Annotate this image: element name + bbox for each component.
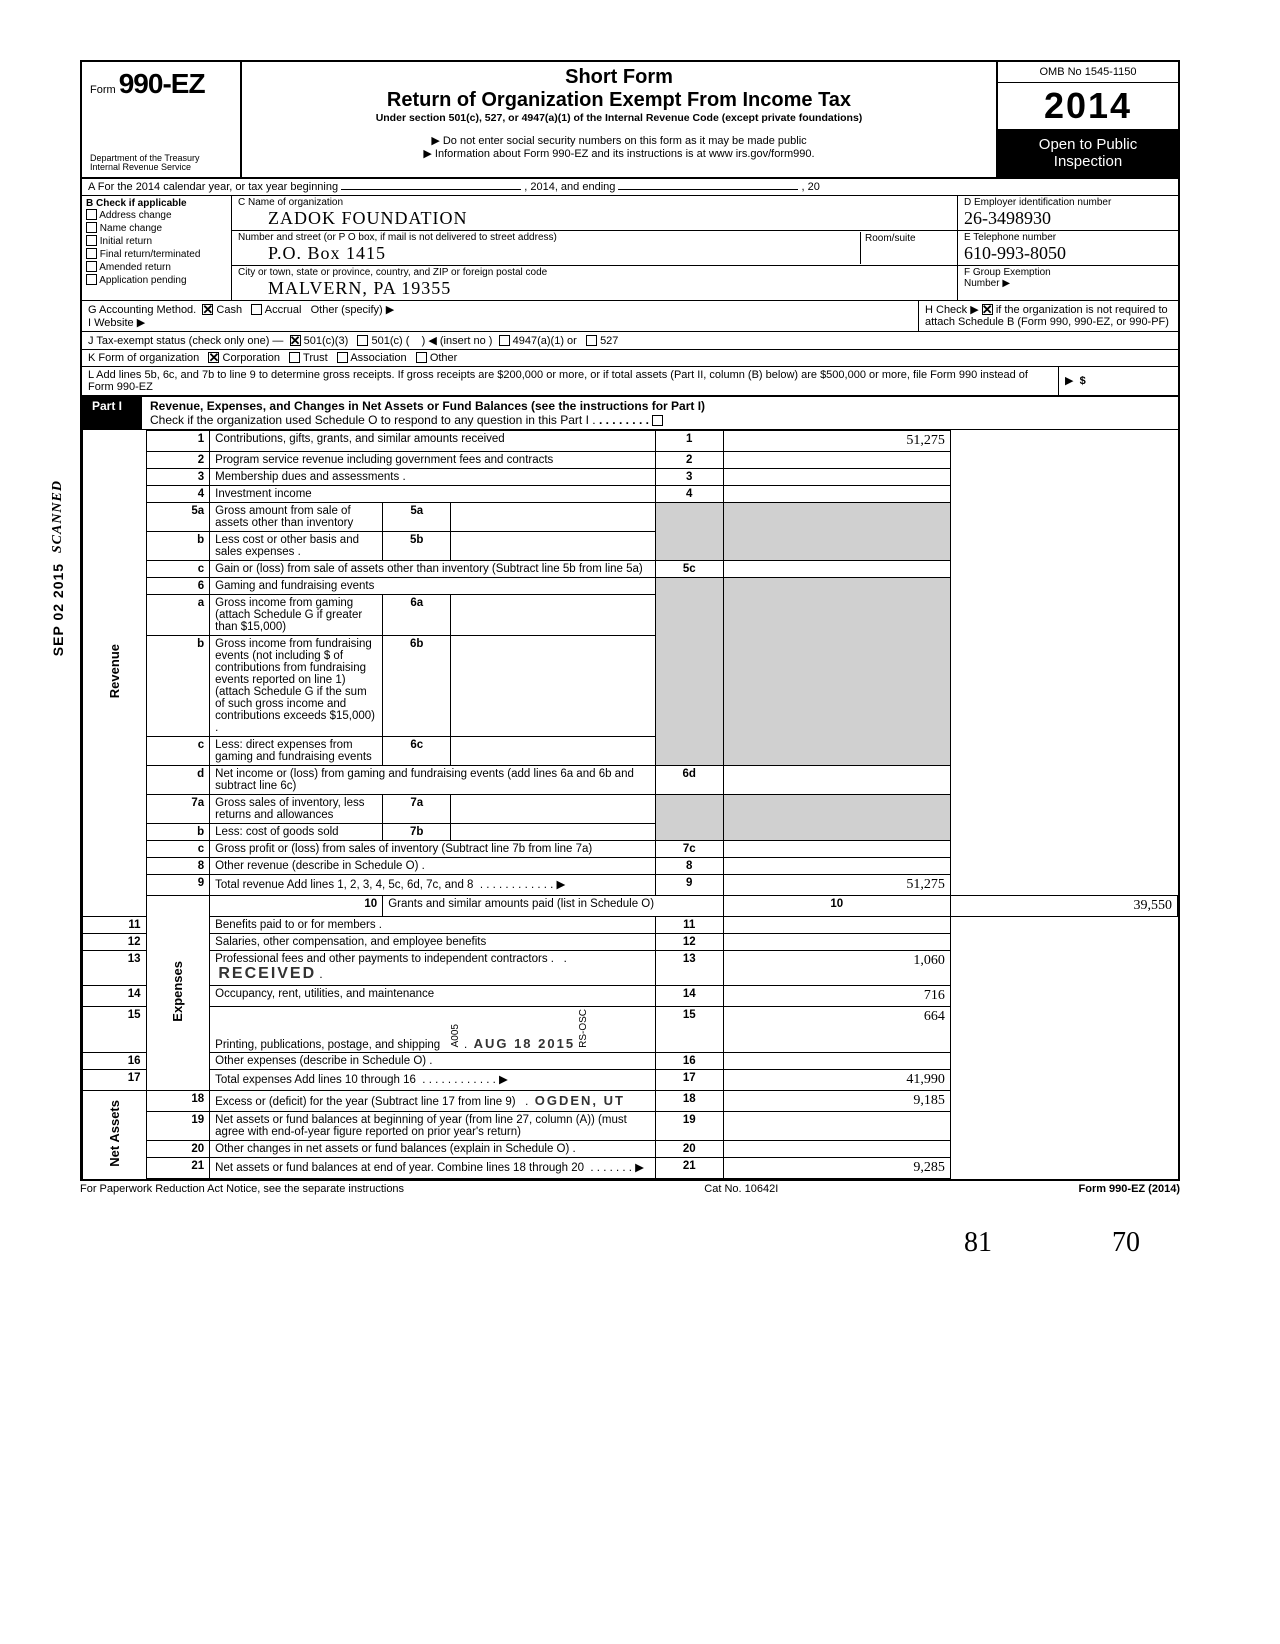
chk-501c3[interactable] xyxy=(290,335,301,346)
header-left: Form 990-EZ Department of the Treasury I… xyxy=(82,62,242,177)
open-public: Open to Public Inspection xyxy=(998,130,1178,177)
label-group-exempt: F Group Exemption xyxy=(964,267,1051,278)
header-right: OMB No 1545-1150 2014 Open to Public Ins… xyxy=(998,62,1178,177)
lines-table: Revenue 1Contributions, gifts, grants, a… xyxy=(82,430,1178,1180)
org-name: ZADOK FOUNDATION xyxy=(238,208,951,229)
phone: 610-993-8050 xyxy=(964,243,1172,264)
stamp-ogden: OGDEN, UT xyxy=(535,1093,625,1108)
tax-year: 2014 xyxy=(998,83,1178,130)
form-header: Form 990-EZ Department of the Treasury I… xyxy=(82,62,1178,179)
chk-cash[interactable] xyxy=(202,304,213,315)
chk-pending[interactable] xyxy=(86,274,97,285)
org-city: MALVERN, PA 19355 xyxy=(238,278,951,299)
chk-assoc[interactable] xyxy=(337,352,348,363)
title-return: Return of Organization Exempt From Incom… xyxy=(250,89,988,112)
label-group-number: Number ▶ xyxy=(964,278,1010,289)
label-room: Room/suite xyxy=(861,232,951,264)
label-phone: E Telephone number xyxy=(964,232,1172,243)
title-under: Under section 501(c), 527, or 4947(a)(1)… xyxy=(250,112,988,124)
chk-4947[interactable] xyxy=(499,335,510,346)
stamp-received: RECEIVED xyxy=(218,965,316,982)
footer-right: Form 990-EZ (2014) xyxy=(1079,1183,1180,1195)
chk-trust[interactable] xyxy=(289,352,300,363)
header-mid: Short Form Return of Organization Exempt… xyxy=(242,62,998,177)
footer-mid: Cat No. 10642I xyxy=(704,1183,778,1195)
chk-527[interactable] xyxy=(586,335,597,346)
chk-schedule-b[interactable] xyxy=(982,304,993,315)
form-prefix: Form xyxy=(90,84,116,96)
margin-scanned-stamp: SEP 02 2015 SCANNED xyxy=(50,480,66,656)
title-short-form: Short Form xyxy=(250,66,988,89)
row-a-tax-year: A For the 2014 calendar year, or tax yea… xyxy=(82,179,1178,196)
chk-schedule-o[interactable] xyxy=(652,415,663,426)
label-city: City or town, state or province, country… xyxy=(238,267,951,278)
label-org-name: C Name of organization xyxy=(238,197,951,208)
org-address: P.O. Box 1415 xyxy=(238,243,860,264)
handwritten-footer: 8170 xyxy=(80,1197,1180,1259)
part-i-label: Part I xyxy=(82,397,142,429)
chk-corp[interactable] xyxy=(208,352,219,363)
label-address: Number and street (or P O box, if mail i… xyxy=(238,232,860,243)
dept-line2: Internal Revenue Service xyxy=(90,163,232,172)
chk-amended[interactable] xyxy=(86,261,97,272)
chk-name-change[interactable] xyxy=(86,222,97,233)
side-net-assets: Net Assets xyxy=(107,1100,122,1167)
ein: 26-3498930 xyxy=(964,208,1172,229)
side-revenue: Revenue xyxy=(107,644,122,698)
chk-accrual[interactable] xyxy=(251,304,262,315)
part-i-bar: Part I Revenue, Expenses, and Changes in… xyxy=(82,397,1178,430)
stamp-a005: A005 xyxy=(450,1024,461,1047)
chk-initial-return[interactable] xyxy=(86,235,97,246)
title-ssn: ▶ Do not enter social security numbers o… xyxy=(250,134,988,147)
part-i-title: Revenue, Expenses, and Changes in Net As… xyxy=(142,397,1178,429)
chk-address-change[interactable] xyxy=(86,209,97,220)
title-info: ▶ Information about Form 990-EZ and its … xyxy=(250,147,988,160)
label-ein: D Employer identification number xyxy=(964,197,1172,208)
row-i-website: I Website ▶ xyxy=(88,317,145,329)
stamp-rsosc: RS-OSC xyxy=(578,1009,589,1048)
form-990ez: Form 990-EZ Department of the Treasury I… xyxy=(80,60,1180,1181)
block-bcdef: B Check if applicable Address change Nam… xyxy=(82,196,1178,301)
footer-left: For Paperwork Reduction Act Notice, see … xyxy=(80,1183,404,1195)
col-def: D Employer identification number 26-3498… xyxy=(958,196,1178,300)
omb-number: OMB No 1545-1150 xyxy=(998,62,1178,83)
form-number: 990-EZ xyxy=(119,68,205,99)
chk-501c[interactable] xyxy=(357,335,368,346)
row-k: K Form of organization Corporation Trust… xyxy=(82,350,1178,367)
side-expenses: Expenses xyxy=(170,961,185,1022)
row-gh: G Accounting Method. Cash Accrual Other … xyxy=(82,301,1178,332)
col-b-checkboxes: B Check if applicable Address change Nam… xyxy=(82,196,232,300)
row-l: L Add lines 5b, 6c, and 7b to line 9 to … xyxy=(82,367,1178,397)
row-j: J Tax-exempt status (check only one) — 5… xyxy=(82,332,1178,350)
chk-other[interactable] xyxy=(416,352,427,363)
col-c-org-info: C Name of organization ZADOK FOUNDATION … xyxy=(232,196,958,300)
page-footer: For Paperwork Reduction Act Notice, see … xyxy=(80,1181,1180,1197)
chk-final-return[interactable] xyxy=(86,248,97,259)
stamp-date: AUG 18 2015 xyxy=(474,1035,576,1050)
